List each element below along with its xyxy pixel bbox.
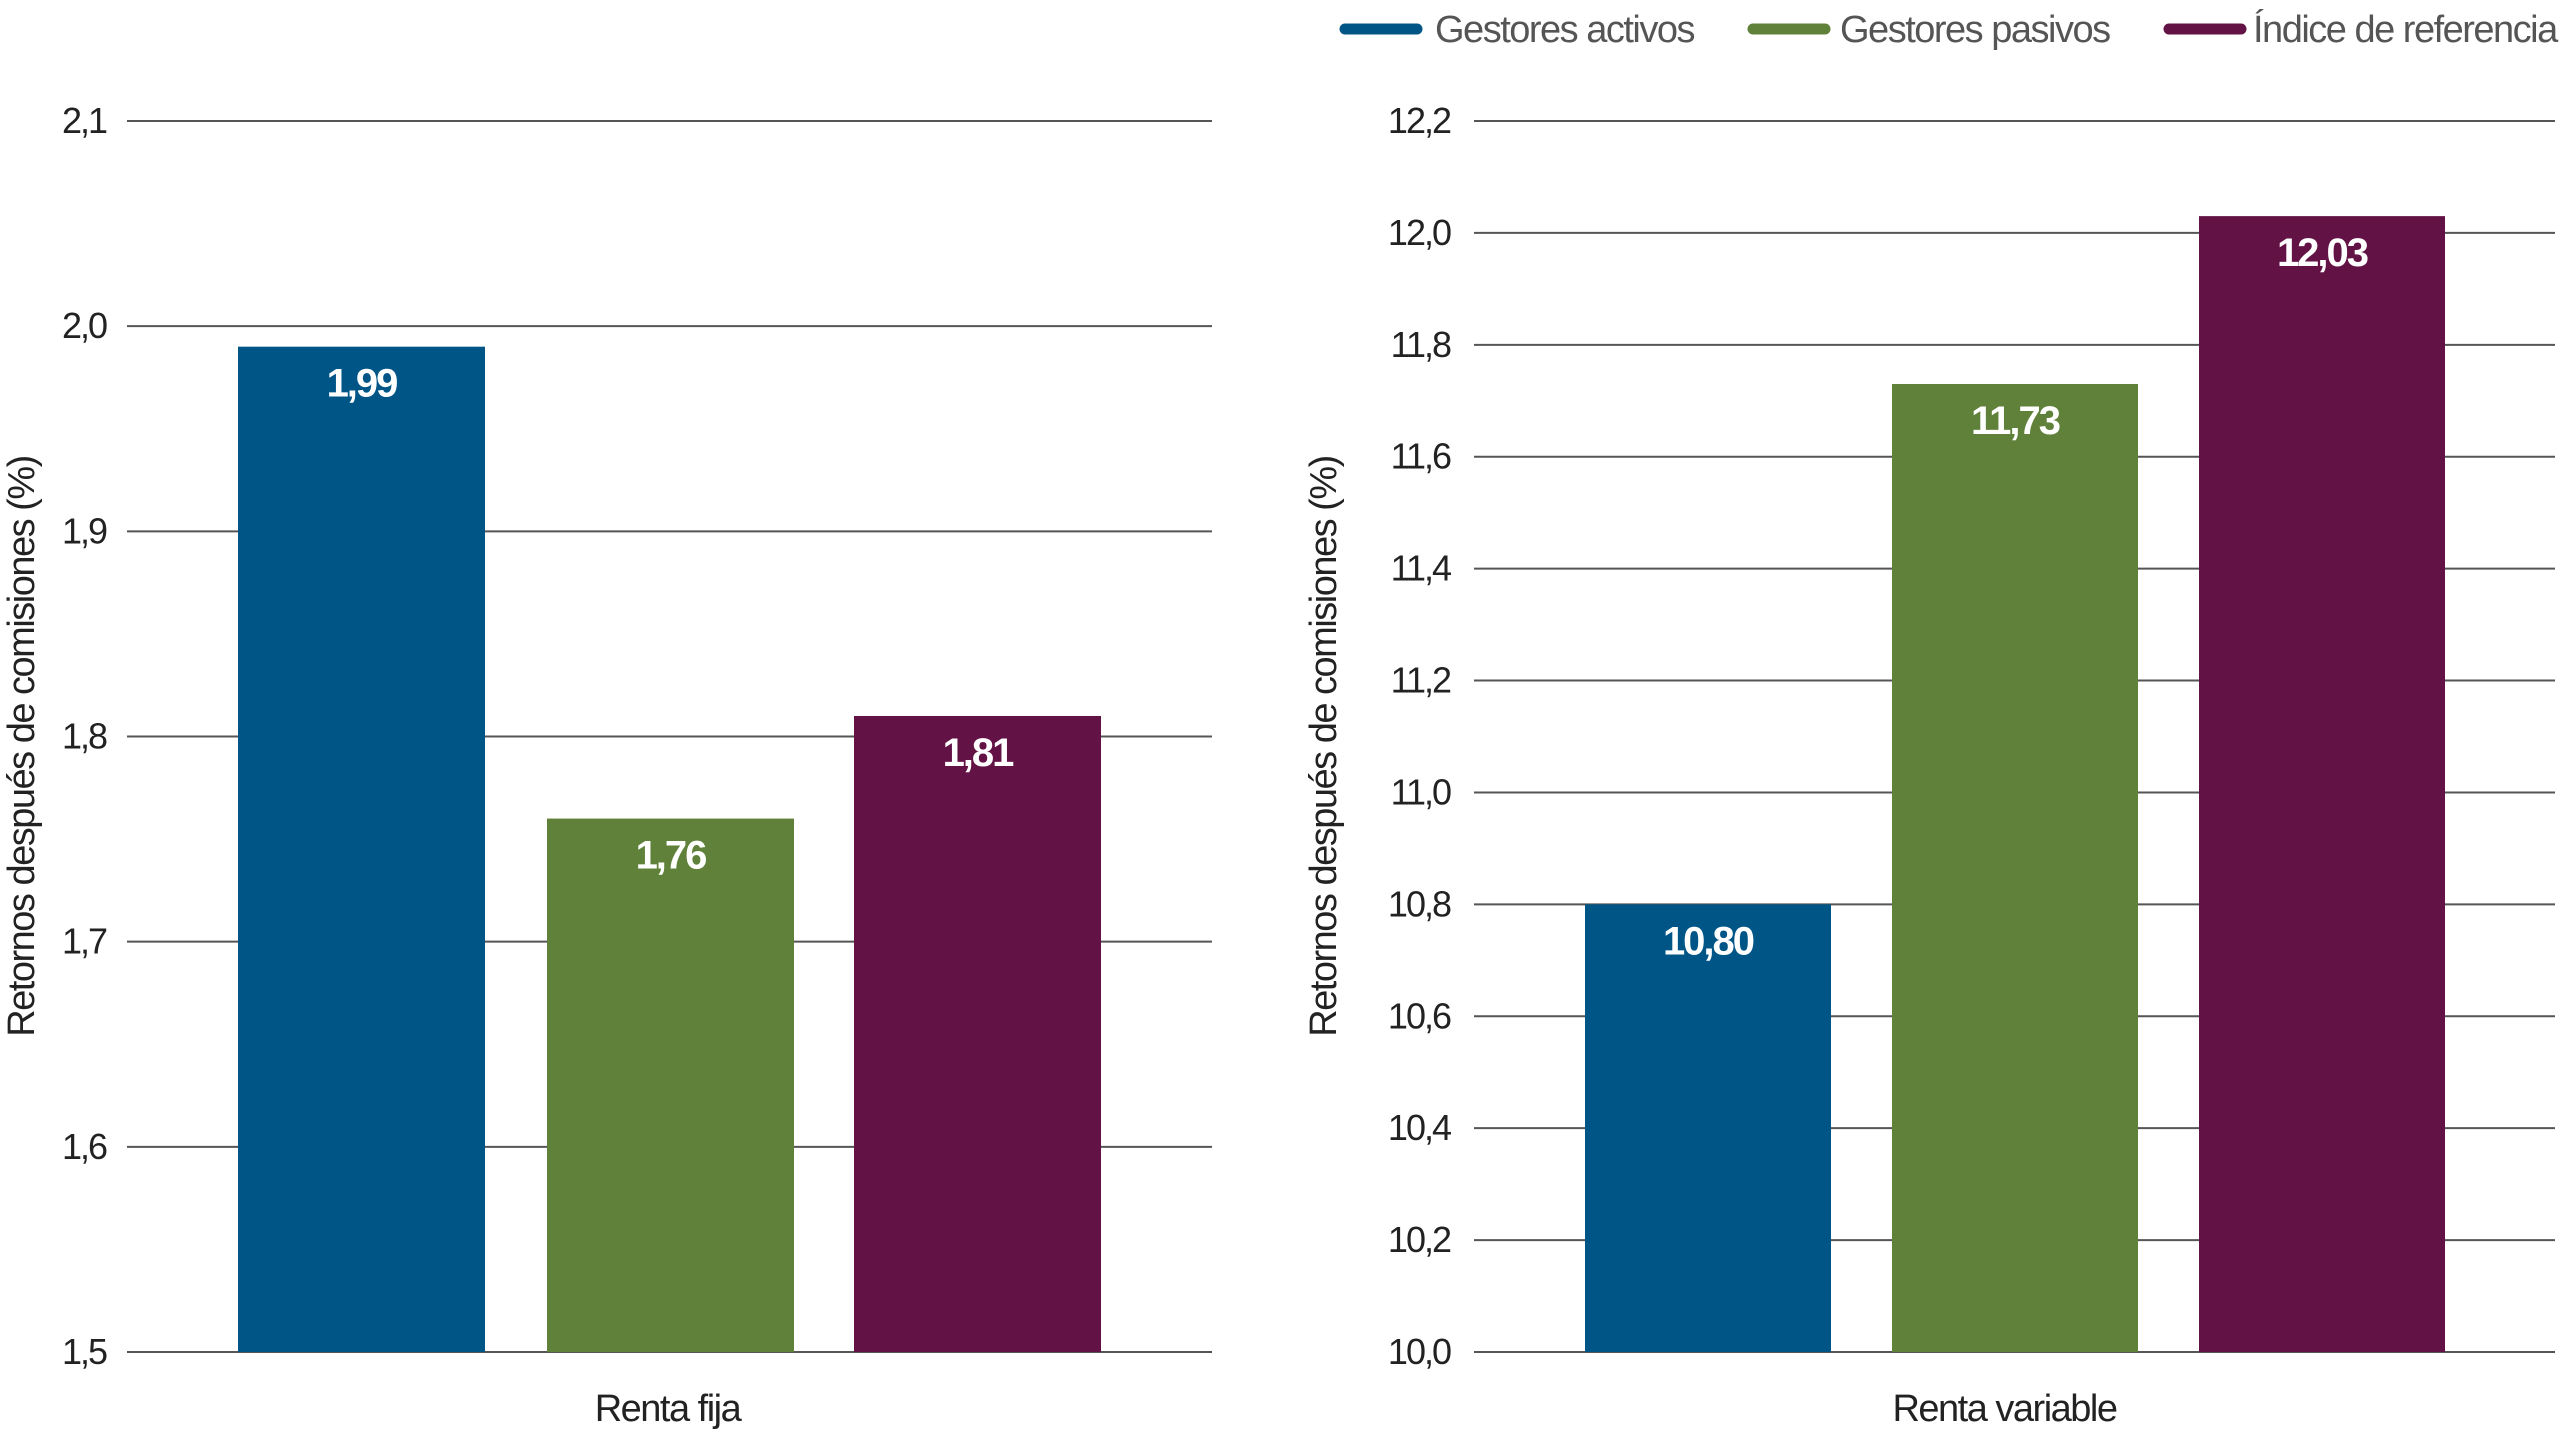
bar xyxy=(1892,383,2138,1353)
legend-label: Gestores activos xyxy=(1435,9,1694,51)
y-tick-label: 1,8 xyxy=(62,716,107,757)
y-tick-label: 11,2 xyxy=(1391,660,1451,701)
y-tick-label: 1,7 xyxy=(62,921,107,962)
data-label: 10,80 xyxy=(1663,919,1754,963)
bar xyxy=(547,818,794,1352)
y-axis-label: Retornos después de comisiones (%) xyxy=(1,456,43,1037)
data-label: 1,99 xyxy=(327,362,398,406)
x-axis-label: Renta fija xyxy=(595,1388,743,1430)
y-tick-label: 10,0 xyxy=(1388,1331,1451,1372)
legend-label: Índice de referencia xyxy=(2253,8,2559,51)
y-tick-label: 1,5 xyxy=(62,1331,107,1372)
y-tick-label: 1,6 xyxy=(62,1126,107,1167)
y-tick-label: 2,0 xyxy=(62,305,107,346)
y-tick-label: 11,4 xyxy=(1391,548,1451,589)
data-label: 1,81 xyxy=(943,731,1015,775)
x-axis-label: Renta variable xyxy=(1892,1388,2116,1430)
bar xyxy=(238,346,485,1352)
y-tick-label: 1,9 xyxy=(62,510,107,551)
y-tick-label: 10,6 xyxy=(1388,995,1451,1036)
data-label: 11,73 xyxy=(1971,399,2060,443)
y-tick-label: 11,0 xyxy=(1391,771,1451,812)
y-tick-label: 11,8 xyxy=(1391,324,1451,365)
legend-label: Gestores pasivos xyxy=(1840,9,2110,51)
y-tick-label: 11,6 xyxy=(1391,436,1451,477)
y-tick-label: 12,2 xyxy=(1388,100,1451,141)
y-tick-label: 2,1 xyxy=(62,100,107,141)
y-tick-label: 12,0 xyxy=(1388,212,1451,253)
y-tick-label: 10,8 xyxy=(1388,883,1451,924)
bar xyxy=(1585,904,1831,1352)
bar xyxy=(854,715,1101,1352)
data-label: 1,76 xyxy=(636,834,707,878)
y-axis-label: Retornos después de comisiones (%) xyxy=(1303,456,1345,1037)
bar xyxy=(2199,216,2445,1353)
y-tick-label: 10,4 xyxy=(1388,1107,1451,1148)
data-label: 12,03 xyxy=(2277,231,2368,275)
y-tick-label: 10,2 xyxy=(1388,1219,1451,1260)
